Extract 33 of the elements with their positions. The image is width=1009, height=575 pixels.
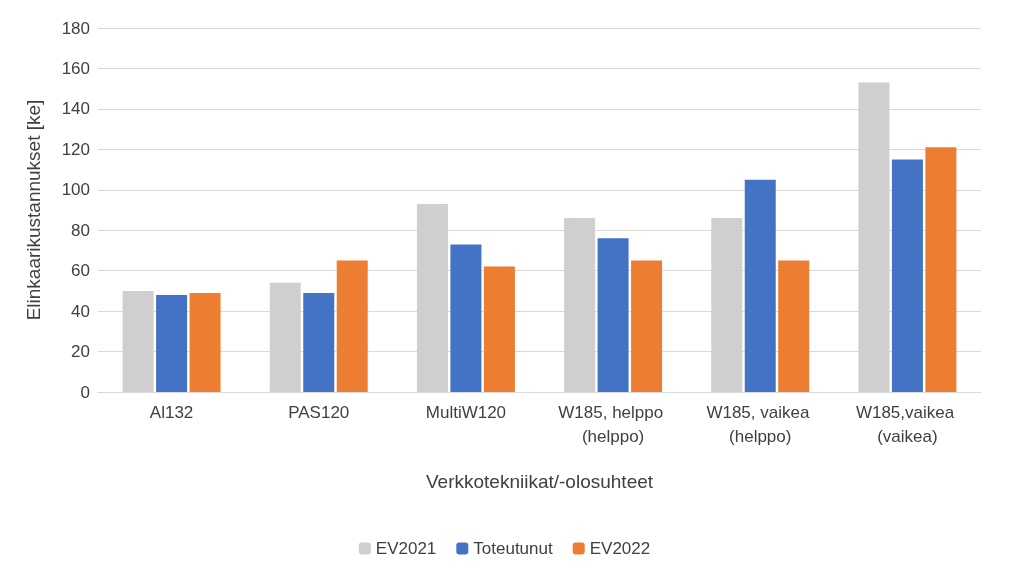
bar (156, 294, 188, 392)
y-tick-label: 80 (71, 220, 90, 240)
legend-label: EV2022 (589, 539, 651, 558)
y-tick-label: 20 (71, 342, 90, 362)
x-axis-title: Verkkotekniikat/-olosuhteet (425, 471, 654, 492)
bar (744, 179, 776, 392)
y-axis-title: Elinkaarikustannukset [ke] (23, 99, 44, 321)
y-tick-label: 120 (61, 139, 90, 159)
bar (303, 292, 335, 392)
y-tick-label: 0 (80, 382, 90, 402)
bar (336, 260, 368, 392)
bar (778, 260, 810, 392)
bar (450, 244, 482, 392)
x-tick-label: MultiW120 (425, 402, 507, 422)
bar (189, 292, 221, 392)
bar (925, 147, 957, 392)
y-tick-label: 40 (71, 301, 90, 321)
y-tick-label: 100 (61, 180, 90, 200)
legend-label: Toteutunut (473, 539, 553, 558)
y-tick-label: 140 (61, 99, 90, 119)
x-tick-label: W185,vaikea (vaikea) (855, 402, 959, 446)
x-tick-label: PAS120 (288, 402, 350, 422)
legend-label: EV2021 (375, 539, 437, 558)
x-tick-label: W185, vaikea (helppo) (706, 402, 815, 446)
bar (597, 238, 629, 392)
bar (891, 159, 923, 392)
y-tick-label: 180 (61, 18, 90, 38)
y-tick-label: 60 (71, 261, 90, 281)
x-tick-label: Al132 (149, 402, 194, 422)
x-tick-label: W185, helppo (helppo) (558, 402, 668, 446)
y-tick-label: 160 (61, 58, 90, 78)
bar (483, 266, 515, 392)
bar (631, 260, 663, 392)
